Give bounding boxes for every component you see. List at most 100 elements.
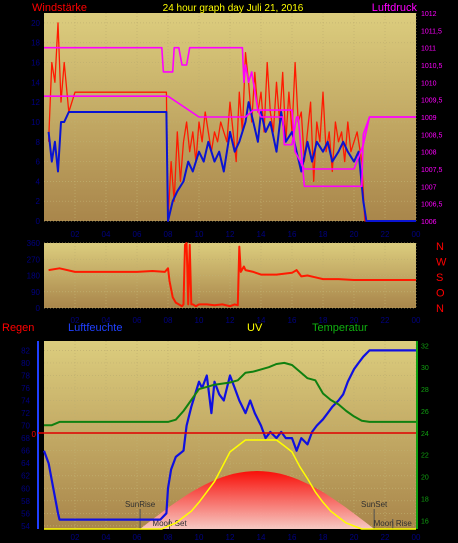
humidity-y-axis: 54 56 58 60 62 64 66 68 70 72 74 76 78 80 82 bbox=[21, 341, 39, 531]
humidity-y-tick-label: 54 bbox=[21, 522, 30, 531]
x-tick-label: 08 bbox=[164, 533, 173, 542]
average-line bbox=[47, 101, 416, 222]
humidity-y-tick-label: 56 bbox=[21, 509, 30, 518]
pressure-y-tick-label: 1007,5 bbox=[421, 167, 443, 174]
direction-grid bbox=[44, 242, 417, 309]
pressure-y-tick-label: 1006,5 bbox=[421, 202, 443, 209]
temperature-y-tick-label: 18 bbox=[421, 496, 429, 503]
x-tick-label: 10 bbox=[195, 533, 204, 542]
temperature-y-tick-label: 20 bbox=[421, 475, 429, 482]
temperature-y-axis: 16 18 20 22 24 26 28 30 32 bbox=[416, 341, 429, 529]
wind-y-tick-label: 6 bbox=[36, 158, 41, 167]
direction-y-tick-label: 360 bbox=[27, 239, 41, 248]
wind-series bbox=[44, 22, 416, 222]
climate-series bbox=[38, 349, 416, 530]
rain-label: Regen bbox=[2, 322, 34, 334]
pressure-y-axis: 1006 1006,5 1007 1007,5 1008 1008,5 1009 1009,5… bbox=[421, 11, 443, 226]
compass-label: W bbox=[436, 257, 447, 269]
moon-marker-label: Moon Rise bbox=[374, 519, 413, 528]
pressure-y-tick-label: 1006 bbox=[421, 219, 437, 226]
x-tick-label: 06 bbox=[133, 230, 142, 239]
pressure-line bbox=[44, 46, 416, 188]
wind-y-tick-label: 0 bbox=[36, 217, 41, 226]
temperature-line bbox=[44, 361, 416, 427]
wind-y-tick-label: 4 bbox=[36, 177, 41, 186]
wind-y-tick-label: 10 bbox=[31, 118, 40, 127]
x-tick-label: 18 bbox=[319, 230, 328, 239]
x-tick-label: 08 bbox=[164, 316, 173, 325]
direction-y-tick-label: 180 bbox=[27, 272, 41, 281]
x-tick-label: 10 bbox=[195, 316, 204, 325]
humidity-y-tick-label: 70 bbox=[21, 422, 30, 431]
x-tick-label: 04 bbox=[102, 533, 111, 542]
sun-curve bbox=[140, 471, 375, 529]
direction-series bbox=[48, 242, 416, 308]
temperature-y-tick-label: 22 bbox=[421, 453, 429, 460]
humidity-y-tick-label: 72 bbox=[21, 409, 30, 418]
compass-label: O bbox=[436, 288, 445, 300]
x-tick-label: 16 bbox=[288, 533, 297, 542]
temperature-label: Temperatur bbox=[312, 322, 368, 334]
header-right-label: Luftdruck bbox=[372, 2, 418, 14]
x-tick-label: 06 bbox=[133, 533, 142, 542]
direction-line bbox=[48, 242, 416, 308]
x-tick-label: 00 bbox=[412, 230, 421, 239]
header-title: 24 hour graph day Juli 21, 2016 bbox=[163, 3, 304, 14]
x-tick-label: 16 bbox=[288, 230, 297, 239]
direction-y-tick-label: 0 bbox=[36, 304, 41, 313]
wind-y-tick-label: 2 bbox=[36, 197, 41, 206]
pressure-trend-line bbox=[44, 95, 416, 170]
x-tick-label: 10 bbox=[195, 230, 204, 239]
direction-y-tick-label: 90 bbox=[31, 288, 40, 297]
pressure-y-tick-label: 1008 bbox=[421, 150, 437, 157]
temperature-y-tick-label: 16 bbox=[421, 518, 429, 525]
x-tick-label: 20 bbox=[350, 230, 359, 239]
humidity-y-tick-label: 82 bbox=[21, 346, 30, 355]
x-tick-label: 12 bbox=[226, 533, 235, 542]
x-tick-label: 18 bbox=[319, 533, 328, 542]
x-tick-label: 12 bbox=[226, 316, 235, 325]
humidity-y-tick-label: 68 bbox=[21, 434, 30, 443]
sun-marker-label: SunSet bbox=[361, 500, 388, 509]
x-tick-label: 22 bbox=[381, 533, 390, 542]
humidity-y-tick-label: 66 bbox=[21, 447, 30, 456]
x-tick-label: 04 bbox=[102, 230, 111, 239]
moon-marker-label: Moon Set bbox=[152, 519, 187, 528]
wind-y-tick-label: 18 bbox=[31, 39, 40, 48]
x-tick-label: 00 bbox=[412, 316, 421, 325]
temperature-y-tick-label: 24 bbox=[421, 431, 429, 438]
humidity-y-tick-label: 80 bbox=[21, 359, 30, 368]
humidity-y-tick-label: 76 bbox=[21, 384, 30, 393]
climate-x-axis: 02 04 06 08 10 12 14 16 18 20 22 00 bbox=[71, 533, 421, 542]
x-tick-label: 14 bbox=[257, 533, 266, 542]
header-left-label: Windstärke bbox=[32, 2, 87, 14]
wind-x-axis: 02 04 06 08 10 12 14 16 18 20 22 00 bbox=[71, 230, 421, 239]
pressure-y-tick-label: 1011,5 bbox=[421, 28, 442, 35]
direction-y-tick-label: 270 bbox=[27, 255, 41, 264]
x-tick-label: 14 bbox=[257, 316, 266, 325]
x-tick-label: 20 bbox=[350, 533, 359, 542]
humidity-y-tick-label: 78 bbox=[21, 371, 30, 380]
wind-y-tick-label: 14 bbox=[31, 78, 40, 87]
humidity-y-tick-label: 74 bbox=[21, 397, 30, 406]
pressure-y-tick-label: 1012 bbox=[421, 11, 437, 18]
pressure-y-tick-label: 1007 bbox=[421, 184, 437, 191]
pressure-y-tick-label: 1009 bbox=[421, 115, 437, 122]
rain-zero-tick: 0 bbox=[32, 430, 37, 439]
direction-x-axis: 02 04 06 08 10 12 14 16 18 20 22 00 bbox=[71, 316, 421, 325]
x-tick-label: 08 bbox=[164, 230, 173, 239]
x-tick-label: 00 bbox=[412, 533, 421, 542]
x-tick-label: 18 bbox=[319, 316, 328, 325]
wind-y-tick-label: 20 bbox=[31, 19, 40, 28]
wind-y-axis: 0 2 4 6 8 10 12 14 16 18 20 bbox=[31, 19, 40, 226]
x-tick-label: 16 bbox=[288, 316, 297, 325]
pressure-y-tick-label: 1010,5 bbox=[421, 63, 443, 70]
wind-y-tick-label: 12 bbox=[31, 98, 40, 107]
humidity-line bbox=[42, 349, 416, 521]
humidity-y-tick-label: 64 bbox=[21, 459, 30, 468]
humidity-y-tick-label: 62 bbox=[21, 472, 30, 481]
x-tick-label: 14 bbox=[257, 230, 266, 239]
x-tick-label: 22 bbox=[381, 316, 390, 325]
